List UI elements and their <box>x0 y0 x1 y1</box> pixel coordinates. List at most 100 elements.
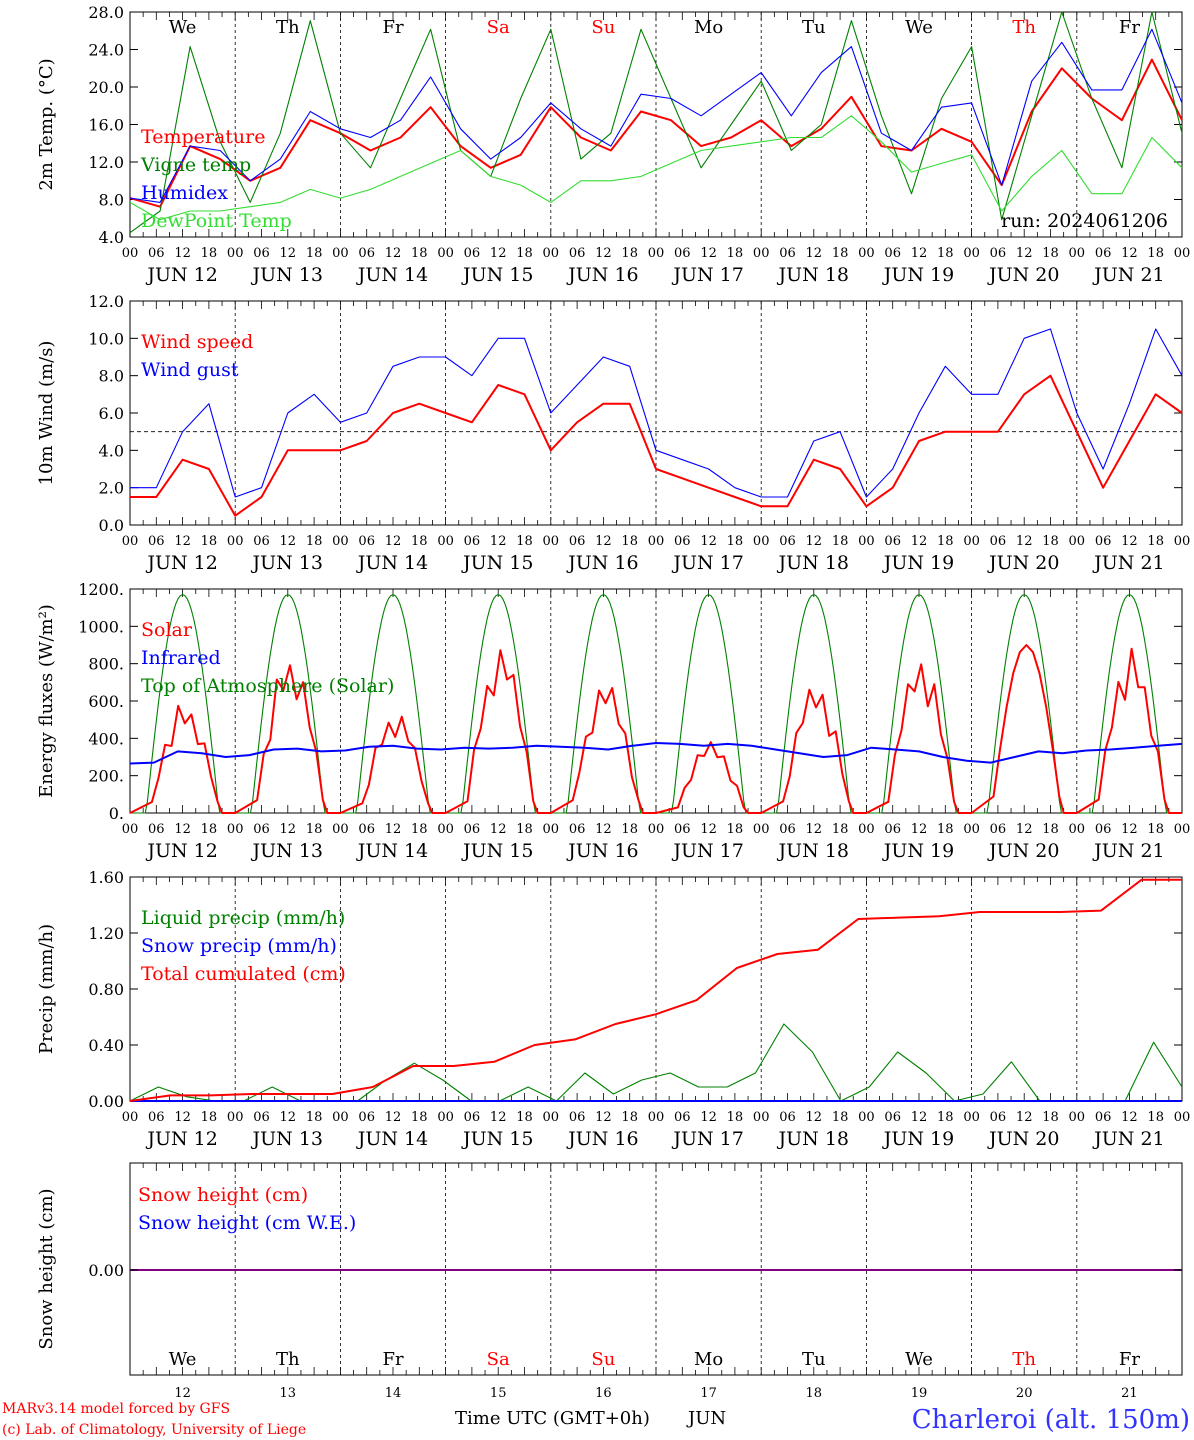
date-label: JUN 16 <box>566 1128 638 1150</box>
y-tick-label: 12.0 <box>88 292 124 311</box>
y-tick-label: 1.20 <box>88 924 124 943</box>
hour-tick-label: 06 <box>358 534 375 549</box>
y-tick-label: 10.0 <box>88 329 124 348</box>
hour-tick-label: 06 <box>990 246 1007 261</box>
legend-entry: Liquid precip (mm/h) <box>141 907 345 929</box>
weekday-label: Mo <box>694 1349 723 1370</box>
series-line <box>130 374 1183 517</box>
hour-tick-label: 00 <box>543 1110 560 1125</box>
weekday-label: Fr <box>382 1349 403 1370</box>
hour-tick-label: 12 <box>700 246 717 261</box>
day-number-label: 19 <box>911 1386 928 1401</box>
hour-tick-label: 12 <box>174 822 191 837</box>
hour-tick-label: 18 <box>937 822 954 837</box>
hour-tick-label: 06 <box>464 822 481 837</box>
y-tick-label: 4.0 <box>99 441 124 460</box>
hour-tick-label: 18 <box>411 822 428 837</box>
weekday-label: Th <box>1012 1349 1036 1370</box>
hour-tick-label: 12 <box>1016 1110 1033 1125</box>
hour-tick-label: 00 <box>332 246 349 261</box>
day-number-label: 18 <box>806 1386 823 1401</box>
hour-tick-label: 00 <box>227 246 244 261</box>
hour-tick-label: 06 <box>148 1110 165 1125</box>
hour-tick-label: 18 <box>516 1110 533 1125</box>
date-label: JUN 18 <box>777 840 849 862</box>
legend-entry: Infrared <box>141 647 221 669</box>
hour-tick-label: 12 <box>806 534 823 549</box>
hour-tick-label: 12 <box>595 1110 612 1125</box>
hour-tick-label: 18 <box>937 534 954 549</box>
hour-tick-label: 18 <box>1147 822 1164 837</box>
hour-tick-label: 18 <box>201 246 218 261</box>
hour-tick-label: 18 <box>1147 246 1164 261</box>
y-tick-label: 1200. <box>78 580 124 599</box>
hour-tick-label: 12 <box>595 822 612 837</box>
hour-tick-label: 06 <box>884 534 901 549</box>
date-label: JUN 12 <box>145 840 217 862</box>
hour-tick-label: 06 <box>990 822 1007 837</box>
hour-tick-label: 00 <box>332 1110 349 1125</box>
hour-tick-label: 06 <box>674 534 691 549</box>
hour-tick-label: 06 <box>569 1110 586 1125</box>
hour-tick-label: 18 <box>832 534 849 549</box>
panel-frame <box>129 588 1183 814</box>
hour-tick-label: 00 <box>963 534 980 549</box>
hour-tick-label: 12 <box>700 822 717 837</box>
hour-tick-label: 06 <box>464 534 481 549</box>
weekday-label: We <box>169 1349 197 1370</box>
y-axis-label: Energy fluxes (W/m²) <box>36 604 57 798</box>
hour-tick-label: 00 <box>543 534 560 549</box>
hour-tick-label: 00 <box>332 822 349 837</box>
date-label: JUN 20 <box>987 840 1059 862</box>
date-label: JUN 18 <box>777 1128 849 1150</box>
hour-tick-label: 06 <box>253 246 270 261</box>
hour-tick-label: 00 <box>543 246 560 261</box>
hour-tick-label: 12 <box>385 1110 402 1125</box>
weekday-label: Su <box>591 1349 615 1370</box>
y-tick-label: 28.0 <box>88 3 124 22</box>
weekday-label: Th <box>276 17 300 38</box>
date-label: JUN 21 <box>1092 840 1164 862</box>
hour-tick-label: 18 <box>937 246 954 261</box>
hour-tick-label: 18 <box>727 246 744 261</box>
hour-tick-label: 12 <box>1016 534 1033 549</box>
hour-tick-label: 00 <box>648 822 665 837</box>
date-label: JUN 13 <box>251 1128 323 1150</box>
hour-tick-label: 00 <box>122 1110 139 1125</box>
y-tick-label: 6.0 <box>99 404 124 423</box>
energy-panel: 00 06 12 18 JUN 12 00 06 12 18 JUN 13 00 06 12 18 JUN … <box>36 580 1190 862</box>
weekday-label: We <box>905 17 933 38</box>
y-tick-label: 8.0 <box>99 367 124 386</box>
date-label: JUN 17 <box>671 552 743 574</box>
hour-tick-label: 18 <box>306 822 323 837</box>
series-line <box>130 328 1183 498</box>
y-tick-label: 800. <box>88 655 124 674</box>
hour-tick-label: 00 <box>648 246 665 261</box>
hour-tick-label: 12 <box>490 1110 507 1125</box>
x-axis-label: Time UTC (GMT+0h) <box>455 1408 650 1429</box>
hour-tick-label: 12 <box>806 822 823 837</box>
y-tick-label: 8.0 <box>99 191 124 210</box>
hour-tick-label: 12 <box>1121 246 1138 261</box>
hour-tick-label: 06 <box>253 822 270 837</box>
hour-tick-label: 18 <box>516 534 533 549</box>
date-label: JUN 19 <box>882 264 954 286</box>
y-tick-label: 4.0 <box>99 228 124 247</box>
weekday-label: Sa <box>487 1349 510 1370</box>
hour-tick-label: 00 <box>753 1110 770 1125</box>
legend-entry: Top of Atmosphere (Solar) <box>141 675 394 697</box>
hour-tick-label: 00 <box>963 822 980 837</box>
y-axis-label: 2m Temp. (°C) <box>36 58 57 190</box>
hour-tick-label: 06 <box>148 246 165 261</box>
date-label: JUN 14 <box>356 840 428 862</box>
hour-tick-label: 18 <box>621 534 638 549</box>
date-label: JUN 21 <box>1092 1128 1164 1150</box>
temperature-panel: 00 06 12 18 JUN 12 00 06 12 18 JUN 13 00 06 12 18 JUN … <box>36 3 1190 286</box>
date-label: JUN 20 <box>987 264 1059 286</box>
y-tick-label: 1000. <box>78 617 124 636</box>
hour-tick-label: 00 <box>122 822 139 837</box>
hour-tick-label: 18 <box>832 246 849 261</box>
hour-tick-label: 06 <box>148 534 165 549</box>
series-line <box>129 878 1182 1102</box>
hour-tick-label: 06 <box>1095 822 1112 837</box>
